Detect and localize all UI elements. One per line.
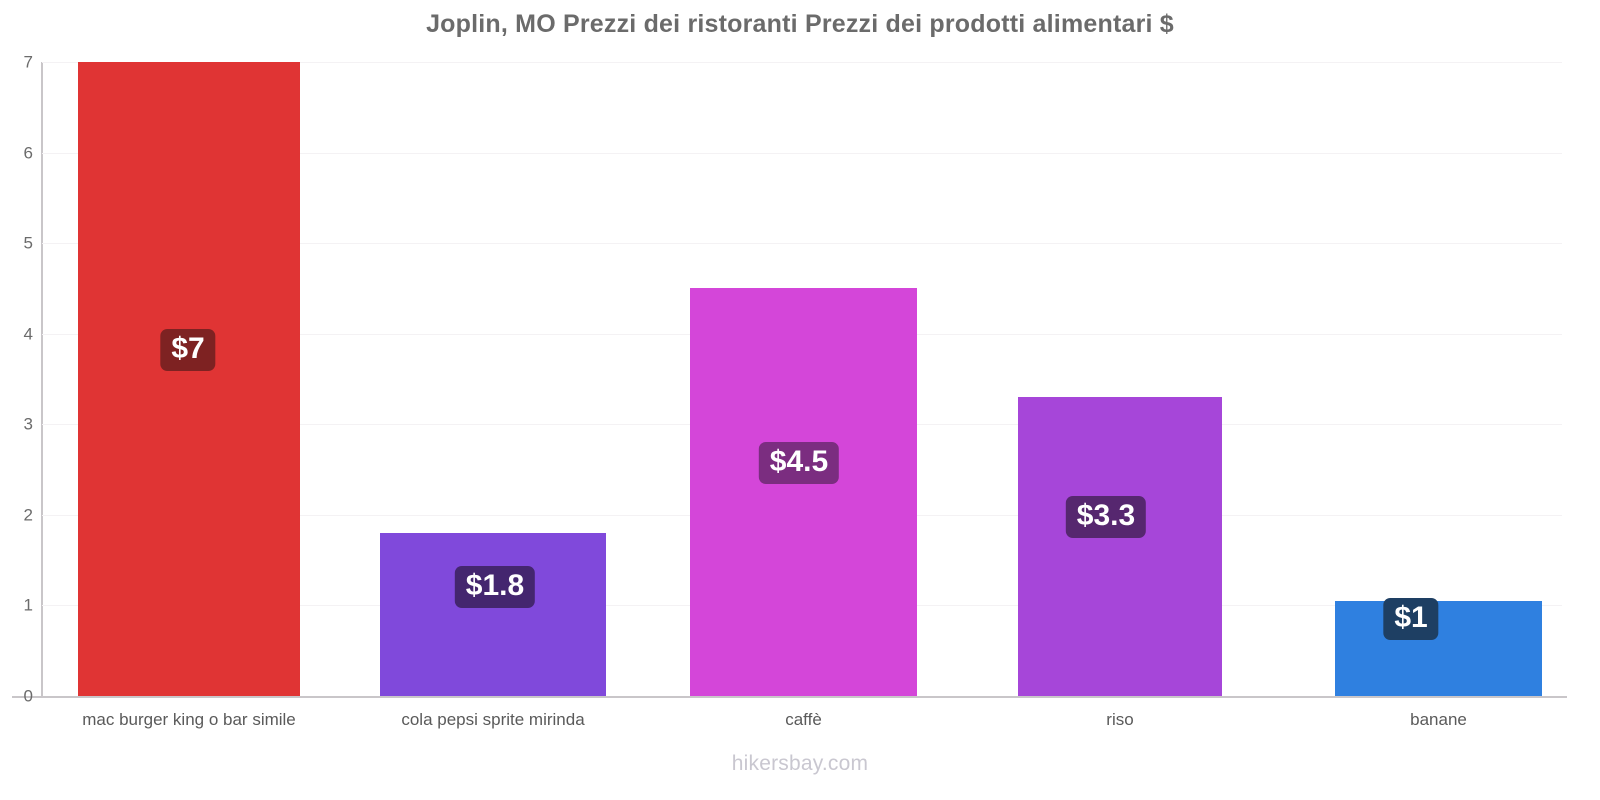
y-axis-tick-label: 7 — [23, 52, 33, 72]
y-axis-tick-labels: 0 1 2 3 4 5 6 7 — [0, 54, 33, 705]
y-axis-tick-label: 6 — [23, 143, 33, 163]
y-axis-tick-label: 3 — [23, 414, 33, 434]
bar[interactable] — [1018, 397, 1222, 696]
bar[interactable] — [690, 288, 917, 696]
x-axis-tick-label: caffè — [785, 710, 822, 729]
y-axis-tick-label: 5 — [23, 233, 33, 253]
chart-title: Joplin, MO Prezzi dei ristoranti Prezzi … — [426, 10, 1174, 38]
x-axis-line — [12, 696, 1567, 698]
y-axis-tick-label: 0 — [23, 686, 33, 706]
x-axis-tick-label: mac burger king o bar simile — [82, 710, 296, 729]
y-axis-tick-label: 4 — [23, 324, 33, 344]
bar-value-label: $4.5 — [758, 442, 840, 484]
bar[interactable] — [380, 532, 606, 696]
y-axis-tick-label: 1 — [23, 595, 33, 615]
bar-value-label: $3.3 — [1065, 496, 1147, 538]
gridline — [42, 152, 1562, 154]
y-axis-line — [41, 62, 43, 696]
x-axis-tick-label: riso — [1106, 710, 1134, 729]
gridline — [42, 62, 1562, 63]
x-axis-tick-label: cola pepsi sprite mirinda — [401, 710, 585, 729]
y-axis-tick-label: 2 — [23, 505, 33, 525]
bar-value-label: $7 — [160, 329, 216, 371]
bar-value-label: $1 — [1383, 598, 1439, 640]
bar[interactable] — [1335, 600, 1542, 696]
plot-area: $7 $1.8 $4.5 $3.3 $1 — [42, 62, 1562, 696]
gridline — [42, 243, 1562, 245]
bar[interactable] — [78, 62, 300, 696]
watermark: hikersbay.com — [731, 752, 869, 775]
x-axis-tick-label: banane — [1410, 710, 1467, 729]
x-axis-tick-labels: mac burger king o bar simile cola pepsi s… — [42, 710, 1562, 740]
bar-value-label: $1.8 — [454, 566, 536, 608]
